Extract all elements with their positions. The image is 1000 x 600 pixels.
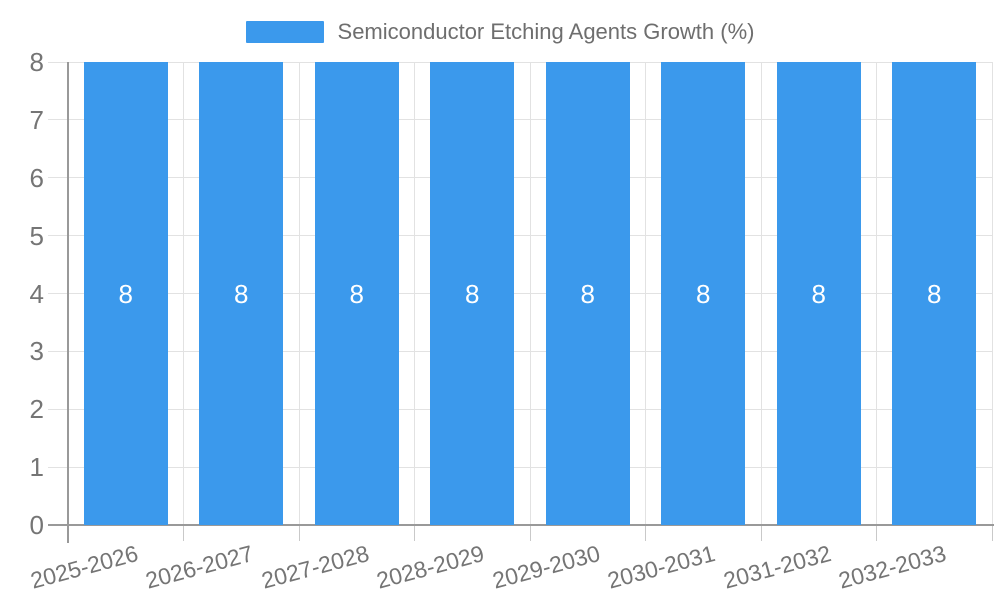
y-gridline bbox=[48, 466, 992, 468]
chart-legend[interactable]: Semiconductor Etching Agents Growth (%) bbox=[0, 12, 1000, 52]
y-axis-tick-label: 0 bbox=[29, 510, 44, 540]
x-axis-tick bbox=[529, 525, 531, 541]
y-axis-line bbox=[67, 62, 69, 543]
bar[interactable]: 8 bbox=[545, 62, 630, 525]
y-axis-tick-label: 5 bbox=[29, 220, 44, 251]
bar-value-label: 8 bbox=[234, 278, 249, 309]
x-axis-tick bbox=[991, 525, 993, 541]
x-axis-tick bbox=[298, 525, 300, 541]
y-gridline bbox=[48, 235, 992, 237]
y-axis-tick-label: 7 bbox=[29, 104, 44, 135]
y-gridline bbox=[48, 293, 992, 294]
x-gridline bbox=[876, 62, 877, 525]
x-gridline bbox=[760, 62, 762, 525]
y-axis-tick-label: 6 bbox=[29, 162, 44, 193]
bar-value-label: 8 bbox=[696, 278, 711, 309]
bar-value-label: 8 bbox=[927, 278, 942, 309]
y-gridline bbox=[48, 350, 992, 352]
y-gridline bbox=[48, 61, 992, 63]
x-axis-tick bbox=[876, 525, 877, 541]
x-axis-tick bbox=[645, 525, 646, 541]
x-axis-tick bbox=[183, 525, 184, 541]
y-axis-tick-label: 8 bbox=[29, 47, 44, 77]
bar-value-label: 8 bbox=[811, 278, 826, 309]
x-axis-category-label: 2029-2030 bbox=[489, 540, 603, 594]
bar[interactable]: 8 bbox=[430, 62, 515, 525]
x-gridline bbox=[298, 62, 300, 525]
y-gridline bbox=[48, 408, 992, 410]
bar[interactable]: 8 bbox=[661, 62, 746, 525]
x-gridline bbox=[991, 62, 993, 525]
x-axis-category-label: 2027-2028 bbox=[258, 540, 372, 594]
x-gridline bbox=[183, 62, 184, 525]
x-gridline bbox=[414, 62, 415, 525]
y-axis-tick-label: 1 bbox=[29, 452, 44, 483]
bar[interactable]: 8 bbox=[199, 62, 284, 525]
legend-swatch-icon bbox=[245, 21, 324, 43]
x-axis-category-label: 2030-2031 bbox=[604, 540, 718, 594]
bar[interactable]: 8 bbox=[314, 62, 399, 525]
bar[interactable]: 8 bbox=[776, 62, 861, 525]
bar-value-label: 8 bbox=[118, 278, 133, 309]
x-axis-category-label: 2025-2026 bbox=[27, 540, 141, 594]
bar-value-label: 8 bbox=[465, 278, 480, 309]
bar-value-label: 8 bbox=[349, 278, 364, 309]
x-gridline bbox=[645, 62, 646, 525]
y-axis-tick-label: 3 bbox=[29, 336, 44, 367]
y-gridline bbox=[48, 119, 992, 121]
x-axis-tick bbox=[760, 525, 762, 541]
y-axis-tick-label: 4 bbox=[29, 278, 44, 309]
y-axis-tick-label: 2 bbox=[29, 394, 44, 425]
x-axis-category-label: 2026-2027 bbox=[142, 540, 256, 594]
bar[interactable]: 8 bbox=[892, 62, 977, 525]
bar[interactable]: 8 bbox=[83, 62, 168, 525]
x-axis-line bbox=[48, 524, 994, 526]
x-axis-category-label: 2032-2033 bbox=[835, 540, 949, 594]
y-gridline bbox=[48, 177, 992, 179]
legend-label: Semiconductor Etching Agents Growth (%) bbox=[337, 18, 755, 44]
x-axis-category-label: 2028-2029 bbox=[373, 540, 487, 594]
x-gridline bbox=[529, 62, 531, 525]
x-axis-tick bbox=[414, 525, 415, 541]
x-axis-category-label: 2031-2032 bbox=[720, 540, 834, 594]
bar-value-label: 8 bbox=[580, 278, 595, 309]
